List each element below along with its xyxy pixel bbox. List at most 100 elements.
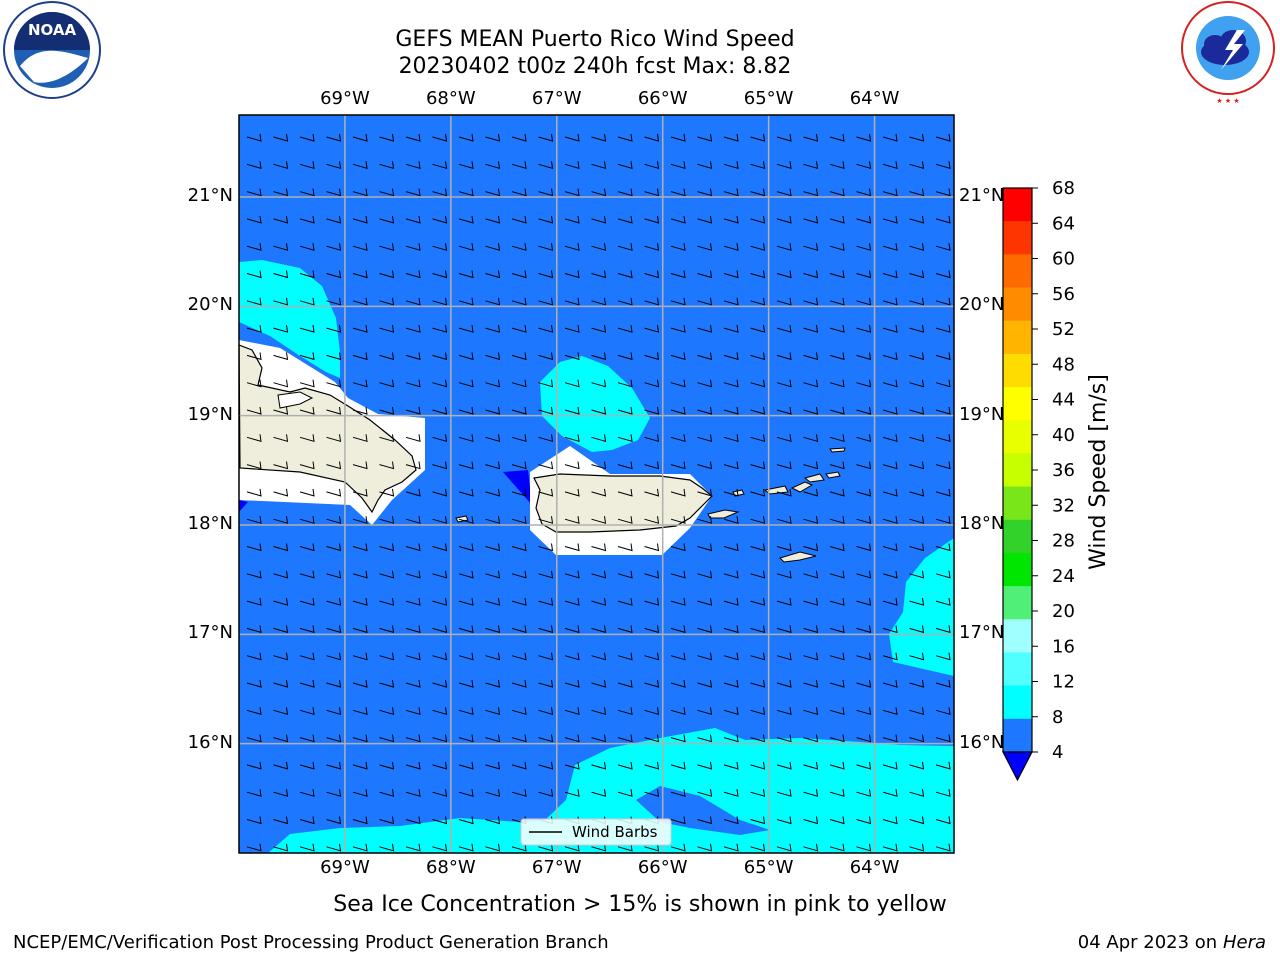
wind-barb	[882, 406, 898, 415]
wind-barb	[909, 215, 925, 224]
wind-barb	[829, 406, 845, 415]
wind-barb	[670, 488, 686, 497]
wind-barb	[352, 816, 368, 825]
wind-barb	[326, 215, 342, 224]
wind-barb	[670, 652, 686, 661]
wind-barb	[538, 843, 554, 852]
wind-barb	[882, 434, 898, 442]
wind-barb	[697, 215, 713, 224]
wind-barb	[432, 461, 448, 470]
wind-barb	[723, 625, 739, 634]
colorbar-segment	[1003, 718, 1032, 753]
wind-barb	[803, 243, 819, 251]
wind-barb	[750, 679, 766, 688]
colorbar-segment	[1003, 619, 1032, 653]
wind-barb	[485, 543, 501, 552]
wind-barb	[379, 133, 395, 142]
wind-barb	[246, 297, 262, 306]
wind-barb	[564, 133, 580, 142]
wind-barb	[803, 379, 819, 388]
wind-barb	[909, 707, 925, 715]
wind-barb	[326, 352, 342, 361]
wind-barb	[776, 843, 792, 852]
wind-barb	[326, 570, 342, 579]
wind-barb	[829, 516, 845, 524]
wind-barb	[511, 625, 527, 634]
wind-barb	[326, 461, 342, 470]
wind-barb	[564, 652, 580, 661]
wind-barb	[776, 215, 792, 224]
wind-barb	[458, 243, 474, 251]
lat-label-left: 19°N	[187, 403, 233, 425]
wind-barb	[458, 406, 474, 415]
wind-barb	[856, 488, 872, 497]
wind-barb	[458, 816, 474, 825]
colorbar-segment	[1003, 254, 1032, 289]
colorbar-segment	[1003, 453, 1032, 488]
wind-barb	[591, 297, 607, 306]
wind-barb	[644, 516, 660, 524]
wind-barb	[644, 161, 660, 169]
colorbar-tick-label: 28	[1052, 531, 1075, 552]
wind-barb	[935, 325, 951, 333]
colorbar-under-arrow	[1002, 751, 1033, 782]
wind-barb	[299, 598, 315, 606]
wind-barb	[644, 652, 660, 661]
wind-barb	[432, 543, 448, 552]
colorbar-tick-label: 68	[1052, 178, 1075, 199]
wind-barb	[379, 843, 395, 852]
wind-barb	[273, 488, 289, 497]
wind-barb	[909, 598, 925, 606]
wind-barb	[935, 270, 951, 279]
wind-barb	[909, 461, 925, 470]
wind-barb	[379, 270, 395, 279]
wind-barb	[829, 598, 845, 606]
wind-barb	[856, 543, 872, 552]
wind-barb	[405, 543, 421, 552]
wind-barb	[909, 161, 925, 169]
wind-barb	[352, 133, 368, 142]
wind-barb	[803, 488, 819, 497]
wind-barb	[564, 461, 580, 470]
wind-barb	[485, 270, 501, 279]
wind-barb	[538, 243, 554, 251]
wind-barb	[750, 352, 766, 361]
wind-barb	[935, 188, 951, 197]
wind-barb	[352, 707, 368, 715]
wind-barb	[538, 406, 554, 415]
wind-barb	[458, 516, 474, 524]
wind-barb	[564, 543, 580, 552]
wind-barb	[776, 161, 792, 169]
wind-barb	[723, 270, 739, 279]
colorbar-segment	[1003, 486, 1032, 521]
wind-barb	[909, 488, 925, 497]
wind-barb	[882, 734, 898, 743]
wind-barb	[379, 325, 395, 333]
wind-barb	[326, 761, 342, 770]
wind-barb	[776, 598, 792, 606]
wind-barb	[776, 679, 792, 688]
wind-barb	[750, 488, 766, 497]
wind-barb	[935, 598, 951, 606]
wind-barb	[379, 406, 395, 415]
wind-barb	[723, 488, 739, 497]
wind-barb	[644, 133, 660, 142]
wind-barb	[458, 652, 474, 661]
colorbar-segment	[1003, 586, 1032, 620]
wind-barb	[670, 789, 686, 797]
wind-barb	[458, 488, 474, 497]
wind-barb	[776, 461, 792, 470]
wind-barb	[776, 352, 792, 361]
wind-barb	[909, 379, 925, 388]
lon-label-bottom: 68°W	[425, 857, 476, 878]
wind-barb	[591, 461, 607, 470]
wind-barb	[803, 461, 819, 470]
wind-barb	[644, 488, 660, 497]
wind-barb	[617, 188, 633, 197]
lon-label-top: 65°W	[743, 88, 794, 109]
wind-barb	[776, 379, 792, 388]
colorbar-tick-label: 44	[1052, 390, 1075, 411]
wind-barb	[776, 707, 792, 715]
wind-barb	[246, 816, 262, 825]
